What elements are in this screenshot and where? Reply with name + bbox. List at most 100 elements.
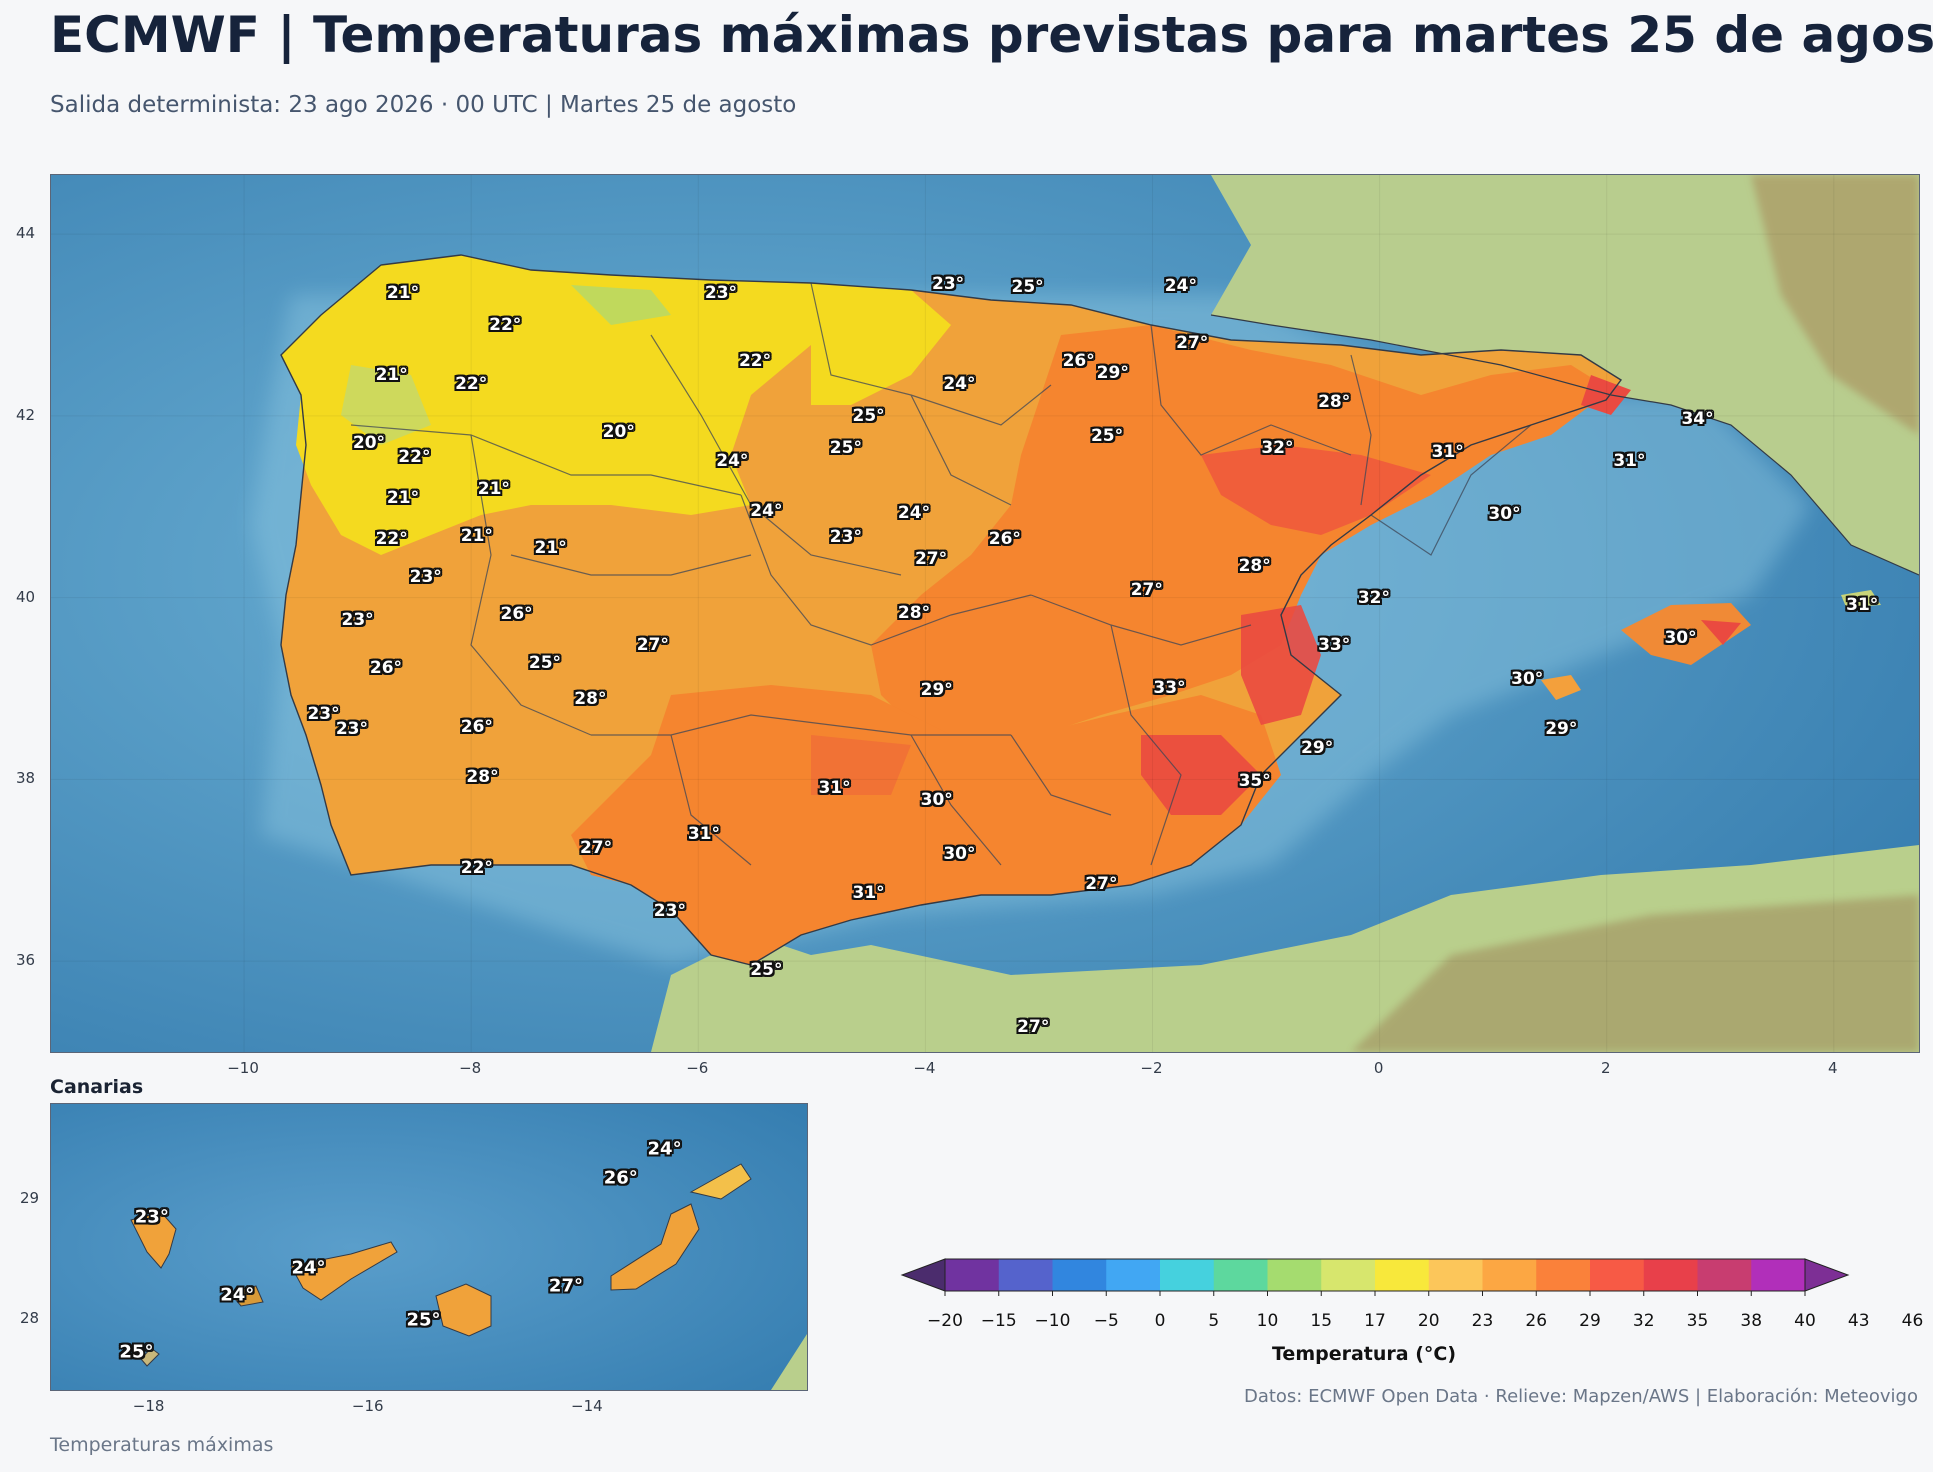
lon-tick-label: 0 xyxy=(1373,1059,1384,1077)
zone-32-35-murcia xyxy=(1141,735,1261,815)
colorbar-segment xyxy=(945,1259,1000,1291)
colorbar-tick-label: 46 xyxy=(1901,1311,1924,1331)
temperature-label: 23° xyxy=(704,283,738,304)
colorbar-segment xyxy=(1428,1259,1483,1291)
temperature-label: 24° xyxy=(647,1138,682,1160)
temperature-label: 27° xyxy=(579,837,613,858)
el-hierro xyxy=(140,1347,160,1367)
temperature-label: 21° xyxy=(477,478,510,499)
temperature-label: 23° xyxy=(335,719,369,740)
temperature-label: 26° xyxy=(988,528,1021,549)
fuerteventura xyxy=(610,1203,700,1291)
temperature-label: 26° xyxy=(1062,351,1095,372)
colorbar-tick-label: 20 xyxy=(1417,1311,1440,1331)
temperature-label: 24° xyxy=(716,451,749,472)
temperature-label: 29° xyxy=(1301,737,1334,758)
temperature-label: 24° xyxy=(291,1257,326,1279)
temperature-label: 22° xyxy=(460,858,493,879)
temperature-label: 25° xyxy=(852,405,885,426)
colorbar-tick-label: 35 xyxy=(1686,1311,1709,1331)
temperature-label: 30° xyxy=(1511,669,1544,690)
temperature-label: 25° xyxy=(406,1309,441,1331)
colorbar-segment xyxy=(998,1259,1053,1291)
temperature-label: 23° xyxy=(409,566,442,587)
colorbar-title: Temperatura (°C) xyxy=(1272,1343,1457,1365)
temperature-label: 27° xyxy=(548,1275,583,1297)
lon-tick-label: 2 xyxy=(1600,1059,1611,1077)
temperature-label: 24° xyxy=(750,501,783,522)
colorbar-extend-high xyxy=(1804,1258,1850,1292)
zone-20-23b xyxy=(811,283,951,405)
colorbar-segment xyxy=(1213,1259,1268,1291)
temperature-label: 29° xyxy=(1545,719,1578,740)
colorbar-segment xyxy=(1751,1259,1806,1291)
lat-tick-label: 40 xyxy=(16,587,36,606)
lon-tick-label: −6 xyxy=(686,1059,709,1077)
temperature-label: 22° xyxy=(455,374,488,395)
temperature-label: 31° xyxy=(687,823,721,844)
temperature-label: 31° xyxy=(1613,451,1646,472)
temperature-label: 24° xyxy=(220,1284,255,1306)
graticule xyxy=(51,175,1919,1052)
lat-tick-label: 38 xyxy=(16,769,36,788)
colorbar-tick-label: 38 xyxy=(1740,1311,1763,1331)
temperature-label: 24° xyxy=(943,374,976,395)
temperature-label: 33° xyxy=(1153,678,1186,699)
colorbar-segment xyxy=(1697,1259,1752,1291)
lanzarote xyxy=(689,1163,752,1200)
temperature-label: 26° xyxy=(460,716,493,737)
temperature-label: 27° xyxy=(1017,1016,1050,1037)
temperature-label: 30° xyxy=(920,790,953,811)
colorbar-segment xyxy=(1482,1259,1537,1291)
temperature-label: 28° xyxy=(1318,392,1351,413)
zone-17-20 xyxy=(341,365,431,445)
temperature-label: 27° xyxy=(1085,873,1118,894)
temperature-label: 30° xyxy=(1488,503,1521,524)
temperature-label: 23° xyxy=(829,526,862,547)
temperature-label: 27° xyxy=(636,634,669,655)
temperature-label: 25° xyxy=(119,1341,154,1363)
temperature-label: 26° xyxy=(369,658,403,679)
temperature-label: 21° xyxy=(460,525,493,546)
temperature-label: 32° xyxy=(1261,437,1294,458)
colorbar-tick-label: −15 xyxy=(980,1311,1017,1331)
zone-29-32-south xyxy=(571,685,1281,965)
colorbar-tick-label: 29 xyxy=(1579,1311,1601,1331)
colorbar-segment xyxy=(1590,1259,1645,1291)
temperature-label: 20° xyxy=(352,433,386,454)
colorbar-segment xyxy=(1643,1259,1698,1291)
temperature-label: 34° xyxy=(1681,408,1714,429)
atlas-relief xyxy=(1351,895,1919,1052)
colorbar-tick-label: −10 xyxy=(1034,1311,1071,1331)
colorbar-tick-label: −20 xyxy=(927,1311,963,1331)
temperature-label: 22° xyxy=(738,351,772,372)
france-coastline xyxy=(1210,314,1919,576)
colorbar-tick-label: 40 xyxy=(1794,1311,1816,1331)
iberia-coastline xyxy=(280,254,1623,966)
zone-32-35-valencia xyxy=(1241,605,1321,725)
colorbar-segment xyxy=(1321,1259,1376,1291)
temperature-label: 22° xyxy=(489,314,522,335)
colorbar-segment xyxy=(1375,1259,1430,1291)
temperature-label: 21° xyxy=(534,537,567,558)
temperature-label: 28° xyxy=(897,603,931,624)
mallorca xyxy=(1621,603,1751,665)
temperature-label: 28° xyxy=(1238,555,1271,576)
temperature-colorbar xyxy=(900,1258,1850,1296)
colorbar-segment xyxy=(1267,1259,1322,1291)
temperature-label: 25° xyxy=(750,960,783,981)
colorbar-tick-label: 26 xyxy=(1525,1311,1548,1331)
temperature-label: 30° xyxy=(1664,628,1697,649)
temperature-label: 25° xyxy=(1011,276,1044,297)
temperature-label: 21° xyxy=(386,283,420,304)
colorbar-tick-label: 0 xyxy=(1154,1311,1166,1331)
lon-tick-label: 4 xyxy=(1828,1059,1838,1077)
temperature-label: 23° xyxy=(134,1206,169,1228)
tenerife xyxy=(290,1241,398,1301)
africa-corner xyxy=(771,1334,807,1390)
temperature-label: 24° xyxy=(897,503,931,524)
gran-canaria xyxy=(435,1283,492,1337)
temperature-label: 23° xyxy=(932,274,965,295)
zone-17-20b xyxy=(571,285,671,325)
canarias-svg xyxy=(51,1104,807,1390)
